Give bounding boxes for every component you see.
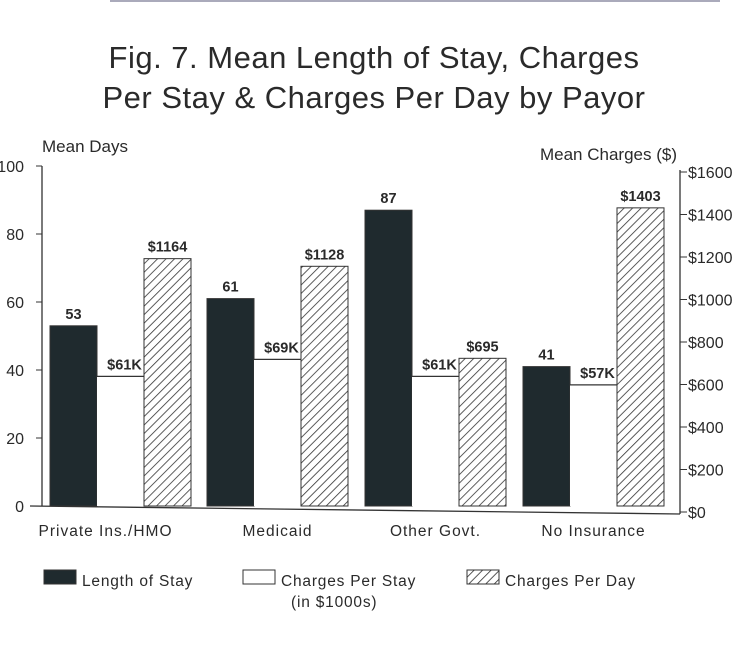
legend-label: Charges Per Stay: [281, 573, 416, 590]
bar-charges-per-stay: [570, 384, 617, 506]
x-axis: [29, 505, 681, 515]
chart-title-line-2: Per Stay & Charges Per Day by Payor: [102, 80, 646, 115]
category-label: No Insurance: [541, 523, 645, 540]
data-label-charges-per-stay: $61K: [422, 357, 457, 373]
data-label-charges-per-day: $1128: [305, 247, 345, 263]
right-tick-label: $1600: [688, 165, 733, 182]
right-tick-label: $1000: [688, 293, 733, 310]
left-tick-label: 80: [6, 227, 24, 244]
right-axis-label: Mean Charges ($): [540, 145, 677, 164]
legend-swatch: [466, 569, 500, 585]
left-axis-label: Mean Days: [42, 137, 128, 156]
data-label-length-of-stay: 53: [65, 307, 81, 323]
right-tick-label: $800: [688, 335, 724, 352]
right-tick-label: $600: [688, 378, 724, 395]
category-label: Private Ins./HMO: [39, 523, 173, 540]
data-label-length-of-stay: 87: [380, 191, 396, 207]
legend-swatch: [242, 569, 276, 585]
bar-charges-per-day: [300, 265, 349, 507]
right-tick-label: $1200: [688, 250, 733, 267]
scan-border: [110, 0, 720, 2]
right-tick-label: $200: [688, 463, 724, 480]
bar-length-of-stay: [206, 298, 255, 507]
left-tick-label: 60: [6, 295, 24, 312]
right-tick-label: $1400: [688, 208, 733, 225]
left-tick-label: 40: [6, 363, 24, 380]
data-label-length-of-stay: 41: [538, 348, 554, 364]
bar-charges-per-day: [458, 357, 507, 507]
legend-swatch: [43, 569, 77, 585]
right-tick-label: $0: [688, 505, 706, 522]
bar-length-of-stay: [49, 325, 98, 507]
chart-title-line-1: Fig. 7. Mean Length of Stay, Charges: [108, 40, 640, 75]
category-label: Other Govt.: [390, 523, 481, 540]
legend-note: (in $1000s): [291, 594, 377, 611]
left-tick-label: 100: [0, 159, 24, 176]
data-label-charges-per-day: $1164: [148, 240, 188, 256]
bar-length-of-stay: [522, 366, 571, 507]
bar-charges-per-stay: [254, 359, 301, 506]
bar-charges-per-stay: [97, 376, 144, 506]
left-tick-label: 20: [6, 431, 24, 448]
legend-label: Charges Per Day: [505, 573, 636, 590]
data-label-charges-per-day: $1403: [620, 189, 660, 205]
bar-charges-per-day: [616, 207, 665, 507]
bar-length-of-stay: [364, 209, 413, 507]
left-tick-label: 0: [15, 499, 24, 516]
bar-charges-per-stay: [412, 376, 459, 506]
data-label-length-of-stay: 61: [222, 280, 238, 296]
data-label-charges-per-stay: $57K: [580, 366, 615, 382]
category-label: Medicaid: [242, 523, 312, 540]
data-label-charges-per-stay: $61K: [107, 357, 142, 373]
data-label-charges-per-day: $695: [466, 339, 498, 355]
legend-label: Length of Stay: [82, 573, 193, 590]
data-label-charges-per-stay: $69K: [264, 340, 299, 356]
bar-charges-per-day: [143, 258, 192, 507]
right-tick-label: $400: [688, 420, 724, 437]
